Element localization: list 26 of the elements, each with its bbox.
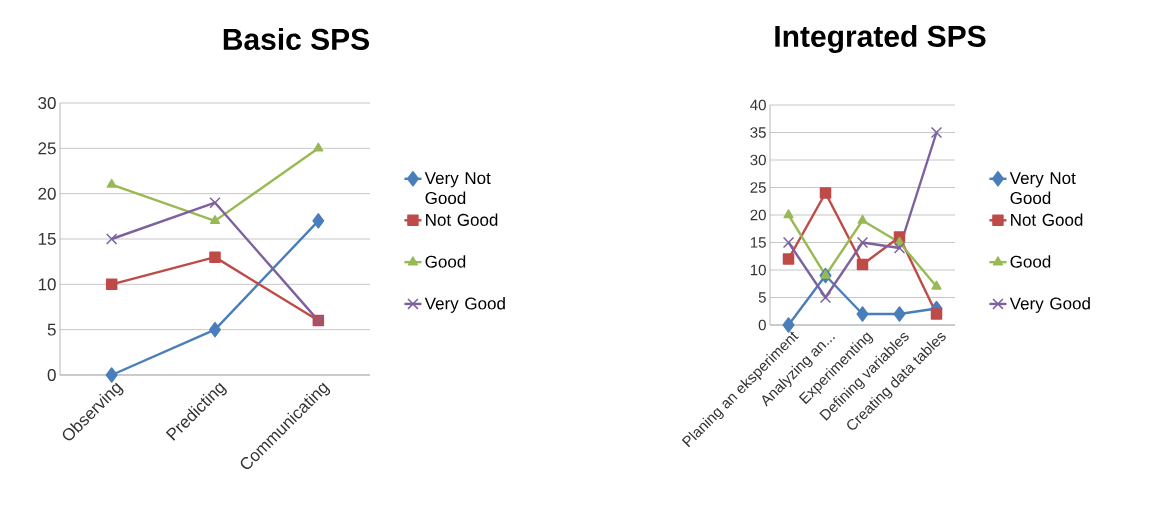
legend-label: Very Not Good (1009, 172, 1076, 205)
y-tick-label: 20 (38, 187, 56, 200)
y-tick-label: 15 (750, 237, 766, 248)
legend-label: Very Not Good (424, 172, 491, 205)
y-tick-label: 5 (47, 323, 56, 336)
y-tick-label: 35 (750, 127, 766, 138)
y-tick-label: 20 (750, 209, 766, 221)
y-tick-label: 10 (38, 278, 56, 291)
legend-label: Not Good (1011, 213, 1083, 226)
y-tick-label: 5 (758, 292, 766, 303)
legend-label: Very Good (424, 297, 505, 313)
y-tick-label: 0 (47, 368, 56, 382)
chart-title: Integrated SPS (775, 24, 986, 54)
y-tick-label: 40 (750, 99, 766, 111)
y-tick-label: 25 (38, 142, 56, 155)
y-tick-label: 25 (750, 182, 766, 193)
legend-label: Not Good (426, 213, 498, 226)
y-tick-label: 10 (750, 264, 766, 276)
y-tick-label: 15 (38, 233, 56, 245)
chart-title: Basic SPS (223, 27, 369, 51)
y-tick-label: 30 (750, 154, 766, 166)
y-tick-label: 30 (38, 96, 56, 110)
legend-label: Good (425, 255, 466, 268)
y-tick-label: 0 (758, 319, 766, 331)
legend-label: Good (1010, 255, 1051, 268)
legend-label: Very Good (1009, 297, 1090, 313)
